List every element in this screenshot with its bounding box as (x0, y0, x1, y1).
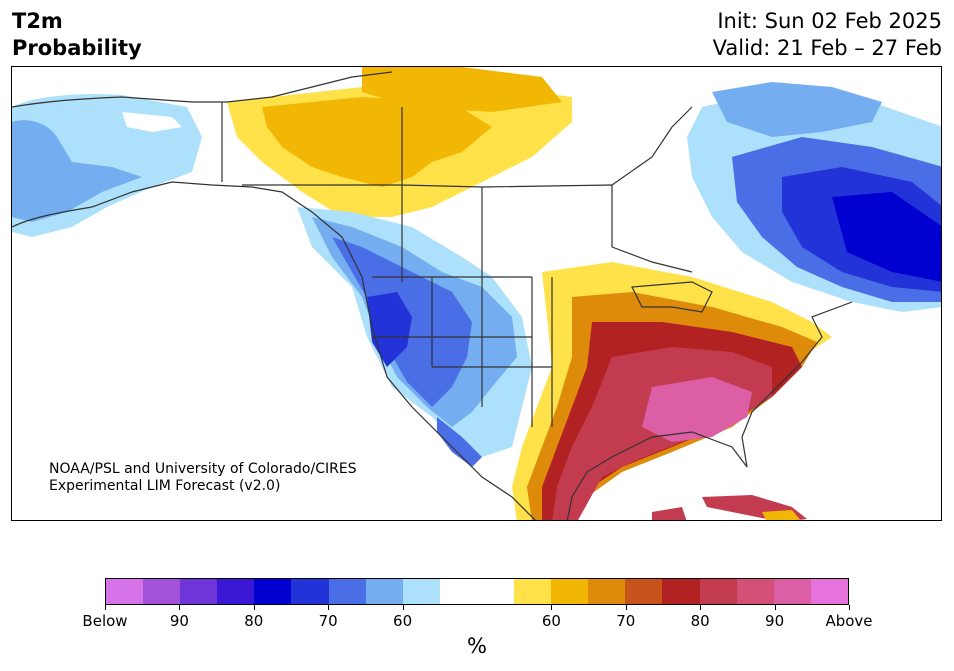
colorbar-segment (365, 579, 403, 604)
colorbar-segment (439, 579, 477, 604)
colorbar-segment (143, 579, 181, 604)
colorbar-segment (699, 579, 737, 604)
colorbar-tick-label: 80 (244, 612, 264, 630)
arctic-above-60 (362, 67, 562, 112)
colorbar-tick (774, 605, 776, 610)
colorbar-tick-label: 80 (690, 612, 710, 630)
colorbar-tick-label: 60 (393, 612, 413, 630)
colorbar-tick (253, 605, 255, 610)
credit-line-2: Experimental LIM Forecast (v2.0) (49, 478, 281, 494)
colorbar-segment (217, 579, 255, 604)
coastlines (12, 71, 853, 520)
colorbar-tick-label: 70 (616, 612, 636, 630)
colorbar-tick-label: 70 (318, 612, 338, 630)
colorbar-segment (588, 579, 626, 604)
colorbar-segment (514, 579, 552, 604)
colorbar-tick (402, 605, 404, 610)
colorbar-tick-label: Above (825, 612, 873, 630)
colorbar-tick (551, 605, 553, 610)
colorbar-tick (105, 605, 106, 610)
colorbar-tick (625, 605, 627, 610)
colorbar-segment (551, 579, 589, 604)
colorbar-segment (662, 579, 700, 604)
greenland-below-70 (712, 82, 882, 137)
colorbar-segment (736, 579, 774, 604)
colorbar-tick-label: 90 (765, 612, 785, 630)
colorbar-segment (773, 579, 811, 604)
valid-dates: Valid: 21 Feb – 27 Feb (712, 36, 942, 60)
colorbar-unit: % (467, 634, 487, 658)
credit-text: NOAA/PSL and University of Colorado/CIRE… (49, 461, 357, 495)
colorbar-tick (328, 605, 330, 610)
colorbar-segment (810, 579, 848, 604)
colorbar-tick-label: Below (82, 612, 128, 630)
baja-below-80 (437, 417, 482, 467)
canada-above-70 (262, 97, 492, 187)
colorbar-segment (328, 579, 366, 604)
alaska-white-patch (122, 112, 182, 132)
hispaniola-above-60 (762, 510, 801, 520)
colorbar-tick (700, 605, 702, 610)
colorbar-tick-label: 60 (541, 612, 561, 630)
colorbar-segment (291, 579, 329, 604)
caribbean-above-70 (652, 507, 687, 520)
colorbar-segment (476, 579, 515, 604)
alaska-below-70 (12, 120, 142, 222)
title-line-1: T2m (12, 9, 63, 33)
colorbar-segment (254, 579, 292, 604)
map-svg (12, 67, 941, 520)
title-line-2: Probability (12, 36, 142, 60)
colorbar-segment (625, 579, 663, 604)
quebec-below-90 (832, 192, 941, 282)
colorbar (105, 578, 849, 605)
colorbar-segment (402, 579, 440, 604)
colorbar-segment (180, 579, 218, 604)
southeast-top (642, 377, 752, 442)
probability-map (11, 66, 942, 521)
colorbar-tick-label: 90 (169, 612, 189, 630)
credit-line-1: NOAA/PSL and University of Colorado/CIRE… (49, 461, 357, 477)
init-date: Init: Sun 02 Feb 2025 (717, 9, 942, 33)
colorbar-segment (106, 579, 144, 604)
colorbar-tick (179, 605, 181, 610)
forecast-dates: Init: Sun 02 Feb 2025 Valid: 21 Feb – 27… (713, 8, 942, 62)
colorbar-tick (849, 605, 850, 610)
map-title: T2m Probability (12, 8, 142, 62)
